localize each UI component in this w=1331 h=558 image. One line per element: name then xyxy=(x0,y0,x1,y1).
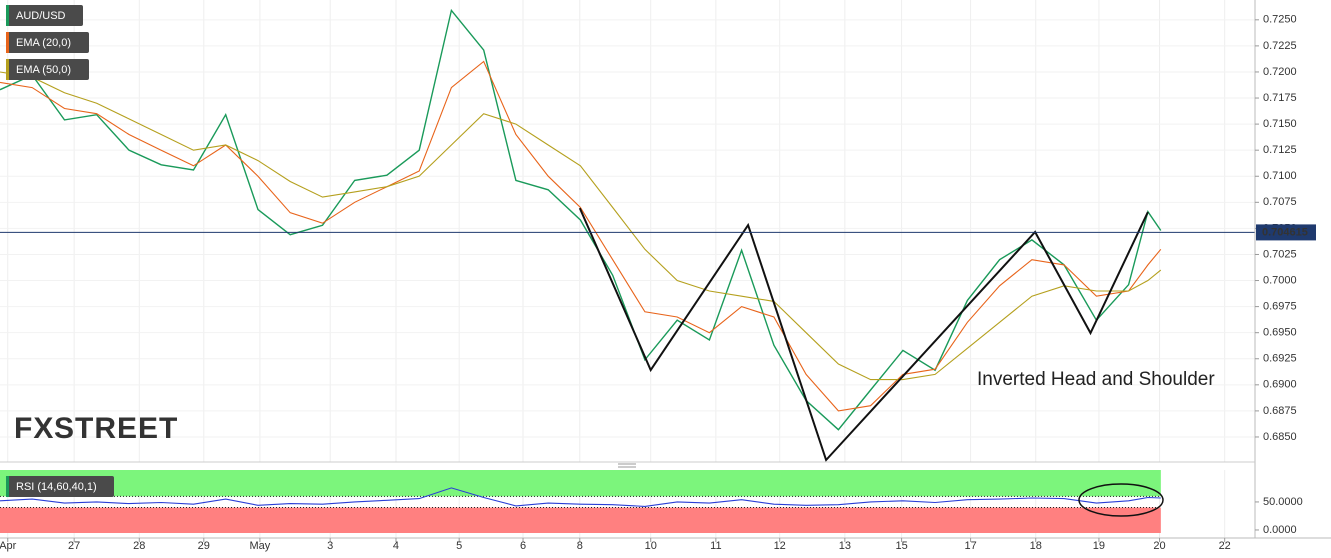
series-line xyxy=(0,71,1162,381)
y-tick-label: 0.6975 xyxy=(1263,301,1297,313)
x-tick-label: May xyxy=(250,540,271,552)
legend-swatch xyxy=(6,59,9,80)
y-tick-label: 0.7150 xyxy=(1263,118,1297,130)
x-tick-label: 12 xyxy=(774,540,786,552)
y-tick-label: 0.6850 xyxy=(1263,431,1297,443)
plot xyxy=(0,8,1255,507)
y-tick-label: 0.7175 xyxy=(1263,92,1297,104)
y-tick-label: 0.7250 xyxy=(1263,14,1297,26)
series-line xyxy=(0,60,1162,412)
divider-handle[interactable] xyxy=(618,463,636,468)
x-tick-label: 6 xyxy=(520,540,526,552)
series-line xyxy=(0,487,1161,507)
highlight-ellipse xyxy=(1078,483,1164,517)
x-tick-label: 5 xyxy=(456,540,462,552)
legend-swatch xyxy=(6,32,9,53)
y-tick-label: 0.6875 xyxy=(1263,405,1297,417)
last-price-label: 0.704615 xyxy=(1262,226,1308,238)
legend-box xyxy=(6,59,89,80)
axes: Apr 27 28 29 May 3 4 5 6 8 10 11 12 13 15 17 18 19 20 22 0.7… xyxy=(0,14,1316,552)
legend-swatch xyxy=(6,5,9,26)
legend-label: RSI (14,60,40,1) xyxy=(16,481,97,493)
x-tick-label: 10 xyxy=(645,540,657,552)
y-tick-label: 0.7225 xyxy=(1263,40,1297,52)
rsi-zones xyxy=(0,470,1161,533)
y-tick-label: 0.7025 xyxy=(1263,248,1297,260)
x-tick-label: 3 xyxy=(327,540,333,552)
y-tick-label: 0.7000 xyxy=(1263,274,1297,286)
x-tick-label: 15 xyxy=(895,540,907,552)
legend-box xyxy=(6,5,83,26)
y-tick-label: 0.7100 xyxy=(1263,170,1297,182)
pattern-line xyxy=(578,207,1149,462)
x-tick-label: 19 xyxy=(1093,540,1105,552)
y-tick-label: 0.7200 xyxy=(1263,66,1297,78)
legend-box xyxy=(6,32,89,53)
rsi-lower-zone xyxy=(0,507,1161,533)
legend-label: EMA (20,0) xyxy=(16,37,71,49)
x-tick-label: 11 xyxy=(710,540,721,552)
x-tick-label: 18 xyxy=(1030,540,1042,552)
y-tick-label: 0.7075 xyxy=(1263,196,1297,208)
x-tick-label: 17 xyxy=(964,540,976,552)
legend: AUD/USD EMA (20,0) EMA (50,0) RSI (14,60,40… xyxy=(6,5,114,497)
x-tick-label: 13 xyxy=(839,540,851,552)
legend-label: AUD/USD xyxy=(16,10,66,22)
x-tick-label: 29 xyxy=(198,540,210,552)
legend-box xyxy=(6,476,114,497)
pattern-label: Inverted Head and Shoulder xyxy=(977,369,1215,390)
x-tick-label: 28 xyxy=(133,540,145,552)
y-tick-label: 50.0000 xyxy=(1263,496,1303,508)
x-tick-label: 22 xyxy=(1219,540,1231,552)
watermark: FX xyxy=(14,412,54,445)
watermark: STREET xyxy=(54,412,178,445)
x-tick-label: 20 xyxy=(1153,540,1165,552)
y-tick-label: 0.6950 xyxy=(1263,327,1297,339)
legend-label: EMA (50,0) xyxy=(16,64,71,76)
rsi-upper-zone xyxy=(0,470,1161,497)
y-tick-label: 0.0000 xyxy=(1263,524,1297,536)
last-price-box xyxy=(1256,224,1316,241)
x-tick-label: 4 xyxy=(393,540,399,552)
legend-swatch xyxy=(6,476,9,497)
y-tick-label: 0.7125 xyxy=(1263,144,1297,156)
y-tick-label: 0.6900 xyxy=(1263,379,1297,391)
x-tick-label: 8 xyxy=(577,540,583,552)
x-tick-label: 27 xyxy=(68,540,80,552)
y-tick-label: 0.6925 xyxy=(1263,353,1297,365)
x-tick-label: Apr xyxy=(0,540,17,552)
